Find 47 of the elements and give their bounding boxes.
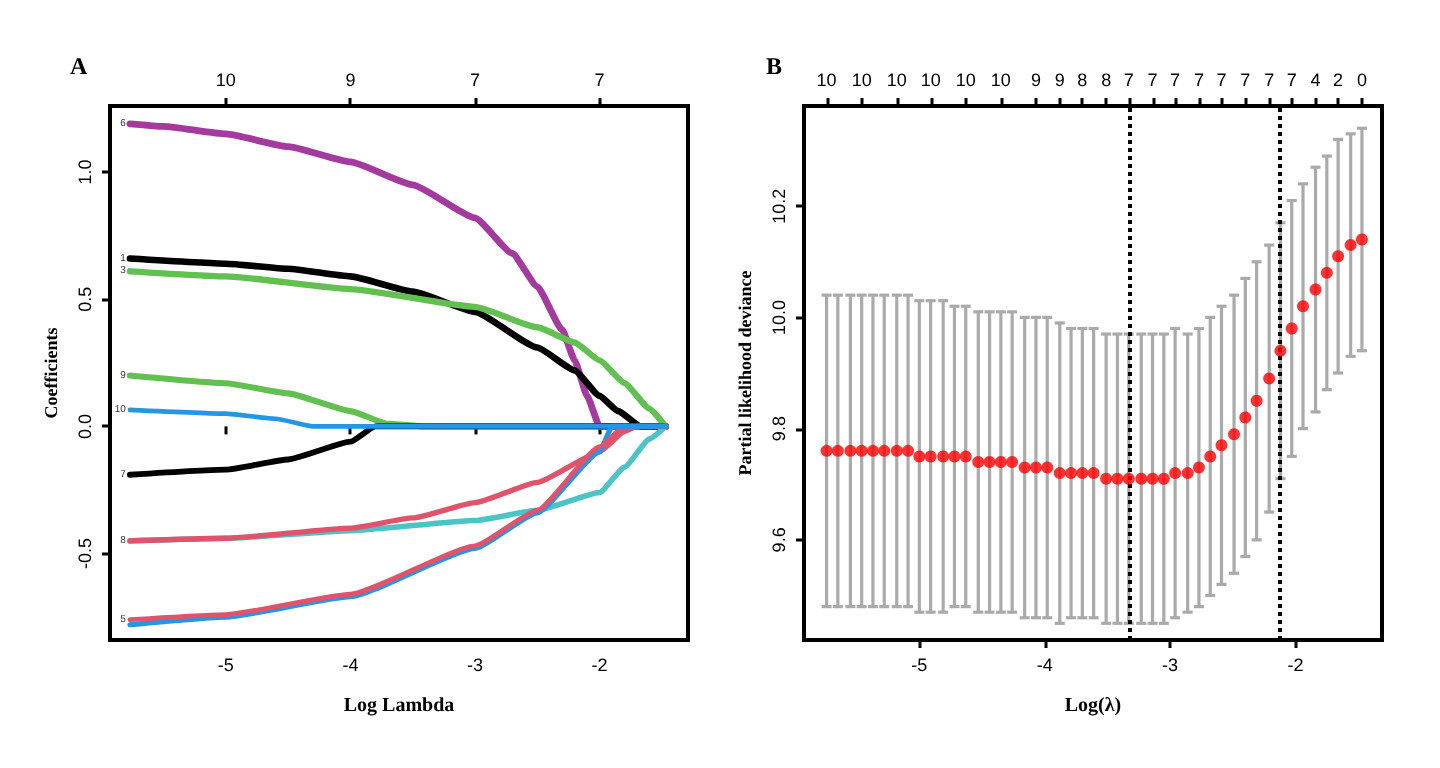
annotation: 8 <box>1101 70 1112 90</box>
y-tick-label: 10.0 <box>769 299 789 335</box>
annotation: 10 <box>990 70 1011 90</box>
y-tick-label: 10.2 <box>769 188 789 224</box>
y-axis-title: Partial likelihood deviance <box>735 270 756 476</box>
annotation: 10 <box>851 70 872 90</box>
annotation: 7 <box>1147 70 1158 90</box>
y-tick-label: 1.0 <box>75 159 95 185</box>
x-tick-label: -5 <box>911 655 928 675</box>
chart-title: B <box>766 52 783 80</box>
annotation: 9 <box>345 70 356 90</box>
chart-title: A <box>70 52 88 80</box>
annotation: 7 <box>469 70 480 90</box>
annotation: 2 <box>1333 70 1344 90</box>
y-tick-label: 9.6 <box>769 527 789 553</box>
annotation: 9 <box>1054 70 1065 90</box>
annotation: 7 <box>1264 70 1275 90</box>
annotation: 10 <box>886 70 907 90</box>
y-tick-label: 0.5 <box>75 286 95 312</box>
annotation: 10 <box>955 70 976 90</box>
annotation: 7 <box>1123 70 1134 90</box>
x-tick-label: -5 <box>217 655 234 675</box>
annotation: 7 <box>1240 70 1251 90</box>
x-tick-label: -2 <box>1287 655 1304 675</box>
y-axis-title: Coefficients <box>41 326 62 419</box>
annotation: 10 <box>215 70 236 90</box>
annotation: 7 <box>1170 70 1181 90</box>
annotation: 7 <box>1193 70 1204 90</box>
x-axis-title: Log(λ) <box>1064 695 1122 717</box>
x-tick-label: -4 <box>1036 655 1053 675</box>
x-tick-label: -4 <box>342 655 359 675</box>
y-tick-label: -0.5 <box>75 538 95 570</box>
annotation: 0 <box>1356 70 1367 90</box>
y-tick-label: 0.0 <box>75 413 95 439</box>
y-tick-label: 9.8 <box>769 416 789 442</box>
x-axis-title: Log Lambda <box>343 695 455 717</box>
x-tick-label: -3 <box>1162 655 1179 675</box>
x-tick-label: -3 <box>466 655 483 675</box>
annotation: 10 <box>920 70 941 90</box>
annotation: 7 <box>1286 70 1297 90</box>
annotation: 9 <box>1030 70 1041 90</box>
annotation: 7 <box>594 70 605 90</box>
annotation: 8 <box>1077 70 1088 90</box>
annotation: 7 <box>1216 70 1227 90</box>
x-tick-label: -2 <box>591 655 608 675</box>
annotation: 4 <box>1310 70 1321 90</box>
annotation: 10 <box>816 70 837 90</box>
